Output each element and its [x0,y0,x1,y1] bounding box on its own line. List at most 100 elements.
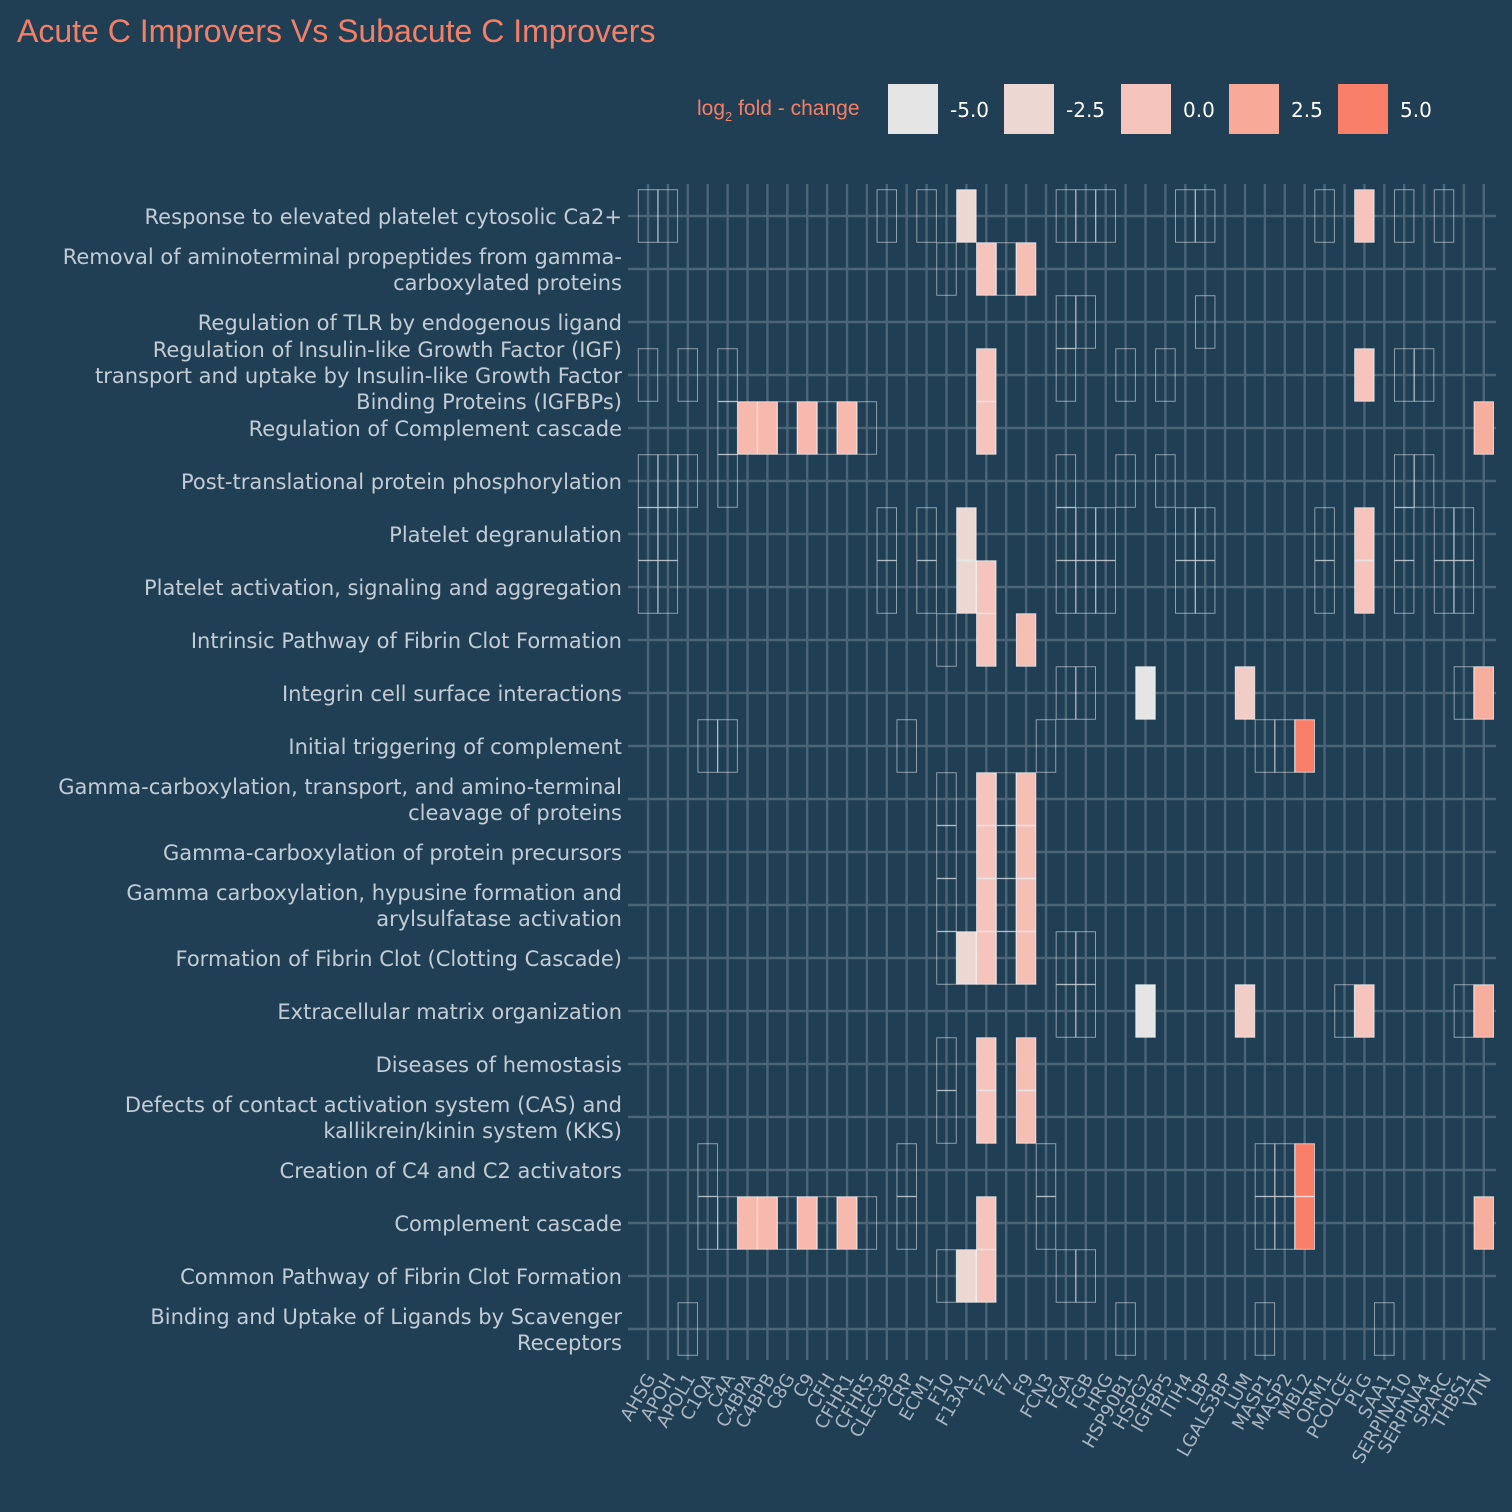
cell-fgb-row-9 [1075,666,1097,720]
cell-f2-row-12 [976,825,997,879]
cell-cfhr1-row-4 [836,401,858,455]
cell-hsp90b1-row-21 [1115,1302,1136,1356]
cell-plg-row-15 [1354,984,1375,1038]
y-label-7: Platelet activation, signaling and aggre… [144,576,622,600]
y-label-12: Gamma-carboxylation of protein precursor… [163,841,622,865]
cell-f9-row-17 [1015,1090,1037,1144]
cell-f2-row-20 [976,1249,997,1303]
cell-f9-row-12 [1015,825,1037,879]
cell-igfbp5-row-5 [1155,454,1176,508]
cell-f9-row-11 [1015,772,1037,826]
cell-f13a1-row-14 [956,931,977,985]
y-label-3: transport and uptake by Insulin-like Gro… [95,364,622,388]
cell-ecm1-row-7 [916,560,937,614]
cell-c9-row-19 [797,1196,818,1250]
legend-title: log2 fold - change [697,97,860,124]
cell-apol1-row-21 [677,1302,698,1356]
cell-hspg2-row-9 [1135,666,1156,720]
cell-f10-row-8 [936,613,957,667]
legend-key-5-0 [1338,84,1388,134]
cell-f2-row-16 [976,1037,997,1091]
y-label-14: Formation of Fibrin Clot (Clotting Casca… [176,947,623,971]
cell-f2-row-8 [976,613,997,667]
cell-f9-row-16 [1015,1037,1037,1091]
cell-orm1-row-0 [1314,189,1335,243]
cell-fcn3-row-19 [1035,1196,1057,1250]
y-label-10: Initial triggering of complement [288,735,622,759]
cell-f2-row-19 [976,1196,997,1250]
cell-crp-row-18 [896,1143,917,1197]
plot-grid [628,184,1496,1360]
cell-apol1-row-5 [677,454,698,508]
y-label-9: Integrin cell surface interactions [282,682,622,706]
cell-f10-row-11 [936,772,957,826]
cell-lbp-row-7 [1194,560,1216,614]
y-label-16: Diseases of hemostasis [376,1053,622,1077]
cell-plg-row-3 [1354,348,1375,402]
cell-serpina4-row-5 [1413,454,1435,508]
cell-clec3b-row-7 [876,560,897,614]
cell-clec3b-row-0 [876,189,897,243]
cell-orm1-row-6 [1314,507,1335,561]
cell-f2-row-11 [976,772,997,826]
cell-f9-row-1 [1015,242,1037,296]
cell-lum-row-15 [1234,984,1256,1038]
cell-f10-row-1 [936,242,957,296]
cell-ecm1-row-0 [916,189,937,243]
cell-vtn-row-4 [1473,401,1495,455]
cell-fgb-row-14 [1075,931,1097,985]
legend-label: 0.0 [1183,98,1215,122]
cell-vtn-row-19 [1473,1196,1495,1250]
cell-lbp-row-0 [1194,189,1216,243]
cell-f10-row-12 [936,825,957,879]
cell-thbs1-row-7 [1453,560,1475,614]
y-label-13: Gamma carboxylation, hypusine formation … [126,881,622,905]
y-label-1: carboxylated proteins [393,271,622,295]
heatmap-cells [637,189,1495,1356]
cell-f9-row-13 [1015,878,1037,932]
y-label-0: Response to elevated platelet cytosolic … [145,205,623,229]
cell-masp1-row-21 [1254,1302,1276,1356]
legend-key-0-0 [1121,84,1171,134]
cell-fgb-row-15 [1075,984,1097,1038]
cell-crp-row-10 [896,719,917,773]
y-label-1: Removal of aminoterminal propeptides fro… [63,245,622,269]
cell-f10-row-17 [936,1090,957,1144]
cell-c4bpb-row-19 [757,1196,778,1250]
cell-cfhr1-row-19 [836,1196,858,1250]
y-label-21: Binding and Uptake of Ligands by Scaveng… [150,1305,622,1329]
cell-sparc-row-0 [1433,189,1455,243]
cell-f13a1-row-0 [956,189,977,243]
cell-vtn-row-15 [1473,984,1495,1038]
cell-f2-row-13 [976,878,997,932]
legend-key-2-5 [1229,84,1279,134]
legend-label: -2.5 [1066,98,1105,122]
cell-c9-row-4 [797,401,818,455]
y-label-2: Regulation of TLR by endogenous ligand [198,311,622,335]
cell-fcn3-row-10 [1035,719,1057,773]
y-label-11: cleavage of proteins [408,801,622,825]
y-label-4: Regulation of Complement cascade [249,417,622,441]
cell-fga-row-5 [1055,454,1077,508]
cell-crp-row-19 [896,1196,917,1250]
y-label-17: Defects of contact activation system (CA… [125,1093,622,1117]
cell-c4a-row-5 [717,454,738,508]
cell-hspg2-row-15 [1135,984,1156,1038]
y-label-3: Binding Proteins (IGFBPs) [356,390,622,414]
y-label-17: kallikrein/kinin system (KKS) [323,1119,622,1143]
y-label-19: Complement cascade [394,1212,622,1236]
cell-serpina10-row-7 [1393,560,1415,614]
legend-key-2-5 [1004,84,1054,134]
cell-c1qa-row-18 [697,1143,718,1197]
cell-thbs1-row-6 [1453,507,1475,561]
cell-igfbp5-row-3 [1155,348,1176,402]
legend: log2 fold - change -5.0 -2.5 0.0 2.5 5.0 [697,84,1432,134]
x-axis-labels: AHSGAPOHAPOL1C1QAC4AC4BPAC4BPBC8GC9CFHCF… [617,1369,1497,1467]
cell-mbl2-row-19 [1294,1196,1315,1250]
cell-f13a1-row-7 [956,560,977,614]
cell-f2-row-17 [976,1090,997,1144]
cell-serpina10-row-0 [1393,189,1415,243]
cell-apoh-row-0 [657,189,679,243]
cell-c4a-row-3 [717,348,738,402]
